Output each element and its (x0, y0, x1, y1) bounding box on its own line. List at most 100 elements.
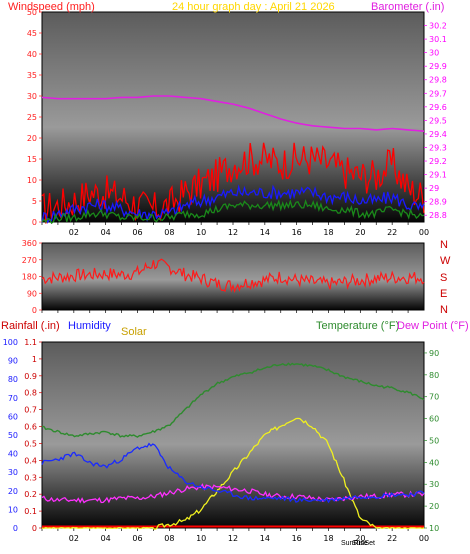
rain-ylabel-0.5: 0.5 (24, 439, 37, 448)
direction-panel-background (41, 242, 425, 311)
wind-avg-line (41, 184, 425, 224)
sunrise-label: SunRise (341, 540, 368, 547)
wind-ylabel-15: 15 (27, 155, 37, 164)
rain-ylabel-0.9: 0.9 (24, 372, 37, 381)
dir-ylabel-180: 180 (22, 273, 37, 282)
wind-ylabel-35: 35 (27, 71, 37, 80)
rain-ylabel-1.1: 1.1 (24, 338, 37, 347)
compass-e: E (440, 288, 448, 300)
dir-ylabel-270: 270 (22, 256, 37, 265)
baro-ylabel-29.5: 29.5 (429, 116, 447, 125)
baro-ylabel-28.8: 28.8 (429, 211, 447, 220)
temp-ylabel-20: 20 (429, 502, 439, 511)
wind-ylabel-10: 10 (27, 176, 37, 185)
baro-ylabel-30: 30 (429, 49, 439, 58)
wind-ylabel-30: 30 (27, 92, 37, 101)
climate-xlabel-12: 12 (228, 534, 238, 543)
temp-ylabel-70: 70 (429, 393, 439, 402)
baro-ylabel-29.7: 29.7 (429, 89, 447, 98)
dir-ylabel-360: 360 (22, 239, 37, 248)
wind-ylabel-20: 20 (27, 134, 37, 143)
rain-ylabel-0.1: 0.1 (24, 507, 37, 516)
dew-point-label: Dew Point (°F) (397, 320, 469, 332)
wind-xlabel-18: 18 (323, 228, 333, 237)
humidity-ylabel-10: 10 (8, 505, 18, 514)
baro-ylabel-30.2: 30.2 (429, 22, 447, 31)
wind-xlabel-22: 22 (387, 228, 397, 237)
temp-ylabel-10: 10 (429, 524, 439, 533)
rain-ylabel-0.7: 0.7 (24, 406, 37, 415)
wind-xlabel-20: 20 (355, 228, 365, 237)
baro-ylabel-29.1: 29.1 (429, 171, 447, 180)
rain-ylabel-0.2: 0.2 (24, 490, 37, 499)
climate-xlabel-06: 06 (132, 534, 142, 543)
humidity-ylabel-90: 90 (8, 357, 18, 366)
wind-xlabel-10: 10 (196, 228, 206, 237)
rain-ylabel-0: 0 (32, 524, 37, 533)
rain-ylabel-0.3: 0.3 (24, 473, 37, 482)
rain-ylabel-0.8: 0.8 (24, 389, 37, 398)
rain-ylabel-0.6: 0.6 (24, 423, 37, 432)
wind-ylabel-5: 5 (32, 197, 37, 206)
baro-ylabel-29: 29 (429, 184, 439, 193)
climate-xlabel-04: 04 (101, 534, 111, 543)
temp-ylabel-40: 40 (429, 458, 439, 467)
humidity-ylabel-0: 0 (13, 524, 18, 533)
humidity-ylabel-20: 20 (8, 487, 18, 496)
windspeed-label: Windspeed (mph) (8, 1, 95, 13)
climate-xlabel-14: 14 (260, 534, 270, 543)
baro-ylabel-29.4: 29.4 (429, 130, 447, 139)
humidity-ylabel-50: 50 (8, 431, 18, 440)
wind-xlabel-02: 02 (69, 228, 79, 237)
wind-ylabel-25: 25 (27, 113, 37, 122)
humidity-ylabel-60: 60 (8, 412, 18, 421)
direction-line (41, 258, 425, 293)
climate-panel-background (41, 341, 425, 529)
baro-ylabel-29.3: 29.3 (429, 143, 447, 152)
sunset-label: SunSet (352, 540, 375, 547)
solar-label: Solar (121, 326, 147, 338)
humidity-ylabel-70: 70 (8, 394, 18, 403)
temp-ylabel-50: 50 (429, 436, 439, 445)
humidity-ylabel-100: 100 (3, 338, 18, 347)
wind-low-line (41, 199, 425, 225)
wind-xlabel-16: 16 (292, 228, 302, 237)
rain-ylabel-0.4: 0.4 (24, 456, 37, 465)
wind-xlabel-04: 04 (101, 228, 111, 237)
dew-point-line (41, 483, 425, 504)
climate-xlabel-22: 22 (387, 534, 397, 543)
compass-n-bottom: N (440, 304, 448, 316)
wind-ylabel-50: 50 (27, 8, 37, 17)
solar-line (41, 417, 425, 531)
rainfall-label: Rainfall (.in) (1, 320, 60, 332)
temp-ylabel-30: 30 (429, 480, 439, 489)
climate-xlabel-16: 16 (292, 534, 302, 543)
baro-ylabel-29.6: 29.6 (429, 103, 447, 112)
baro-ylabel-29.8: 29.8 (429, 76, 447, 85)
compass-s: S (440, 272, 448, 284)
baro-ylabel-29.9: 29.9 (429, 62, 447, 71)
temp-ylabel-80: 80 (429, 371, 439, 380)
rain-ylabel-1: 1 (32, 355, 37, 364)
wind-ylabel-45: 45 (27, 29, 37, 38)
barometer-line (41, 95, 425, 132)
compass-n-top: N (440, 239, 448, 251)
climate-xlabel-02: 02 (69, 534, 79, 543)
wind-gust-line (41, 142, 425, 224)
temperature-label: Temperature (°F) (316, 320, 400, 332)
humidity-ylabel-30: 30 (8, 468, 18, 477)
climate-xlabel-18: 18 (323, 534, 333, 543)
temp-ylabel-90: 90 (429, 349, 439, 358)
humidity-ylabel-40: 40 (8, 450, 18, 459)
baro-ylabel-28.9: 28.9 (429, 198, 447, 207)
baro-ylabel-29.2: 29.2 (429, 157, 447, 166)
temperature-line (41, 362, 425, 438)
climate-xlabel-08: 08 (164, 534, 174, 543)
wind-xlabel-14: 14 (260, 228, 270, 237)
humidity-ylabel-80: 80 (8, 375, 18, 384)
wind-ylabel-0: 0 (32, 218, 37, 227)
page-title: 24 hour graph day : April 21 2026 (172, 1, 335, 13)
wind-xlabel-00: 00 (419, 228, 429, 237)
climate-xlabel-10: 10 (196, 534, 206, 543)
